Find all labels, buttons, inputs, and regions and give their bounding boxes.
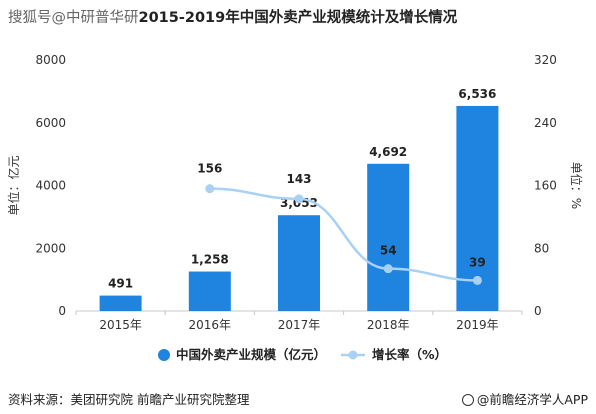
growth-point (205, 184, 215, 194)
y-tick-label-left: 6000 (35, 116, 66, 130)
growth-data-label: 39 (469, 255, 486, 269)
bar-data-label: 4,692 (369, 145, 407, 159)
logo-text: @前瞻经济学人APP (476, 392, 588, 407)
growth-point (472, 275, 482, 285)
y-axis-title-left: 单位：亿元 (6, 155, 21, 215)
y-tick-label-right: 160 (534, 179, 557, 193)
legend-swatch-bar (158, 349, 170, 361)
y-tick-label-left: 8000 (35, 53, 66, 67)
y-tick-label-left: 2000 (35, 241, 66, 255)
logo-icon (461, 394, 474, 406)
x-tick-label: 2015年 (99, 318, 142, 332)
growth-line (209, 187, 478, 282)
y-axis-title-right: 单位：% (569, 162, 584, 209)
bar-data-label: 1,258 (191, 253, 229, 267)
x-tick-label: 2016年 (189, 318, 232, 332)
source-note: 资料来源：美团研究院 前瞻产业研究院整理 (8, 392, 250, 407)
growth-data-label: 54 (380, 244, 397, 258)
growth-data-label: 143 (286, 172, 311, 186)
y-tick-label-left: 4000 (35, 179, 66, 193)
growth-data-label: 156 (197, 162, 222, 176)
legend-swatch-line-dot (348, 350, 358, 360)
y-tick-label-right: 0 (534, 304, 542, 318)
x-tick-label: 2017年 (278, 318, 321, 332)
brand-logo: @前瞻经济学人APP (461, 389, 588, 408)
x-tick-label: 2019年 (456, 318, 499, 332)
watermark-text: 搜狐号@中研普华研 (8, 10, 139, 26)
bar-data-label: 6,536 (458, 87, 496, 101)
legend-label-line: 增长率（%） (372, 347, 447, 362)
legend-label-bar: 中国外卖产业规模（亿元） (176, 347, 326, 362)
bar-data-label: 491 (108, 277, 133, 291)
title-text: 2015-2019年中国外卖产业规模统计及增长情况 (138, 10, 458, 26)
bar (188, 271, 231, 311)
y-tick-label-right: 80 (534, 241, 549, 255)
bar (278, 215, 320, 311)
bar (367, 163, 410, 311)
y-tick-label-right: 320 (534, 53, 557, 67)
growth-point (294, 194, 304, 204)
growth-point (383, 264, 393, 274)
x-tick-label: 2018年 (367, 318, 410, 332)
chart-title: 搜狐号@中研普华研2015-2019年中国外卖产业规模统计及增长情况 (8, 6, 588, 27)
y-tick-label-left: 0 (58, 304, 66, 318)
y-tick-label-right: 240 (534, 116, 557, 130)
bar (99, 295, 142, 311)
